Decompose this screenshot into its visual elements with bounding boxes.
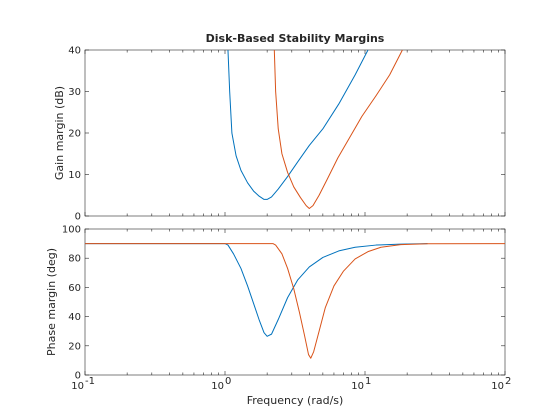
x-axis-label: Frequency (rad/s): [247, 394, 344, 407]
chart-title: Disk-Based Stability Margins: [206, 32, 385, 45]
gain-series-line-2: [273, 49, 403, 210]
phase-y-tick-label: 60: [68, 283, 81, 294]
phase-series: [85, 243, 506, 359]
phase-y-tick-label: 100: [62, 225, 81, 236]
x-tick-label: 10: [491, 381, 504, 392]
gain-margin-axes: 0 10 20 30 40 Disk-Based Stability Margins G…: [53, 32, 506, 223]
phase-y-tick-label: 0: [75, 371, 81, 382]
phase-plot-frame: [84, 228, 506, 376]
gain-plot-frame: [84, 49, 506, 217]
gain-y-tick-label: 0: [75, 212, 81, 223]
x-tick-label-exponent: -1: [85, 376, 95, 387]
x-tick-label: 10: [71, 381, 84, 392]
x-tick-label-exponent: 1: [365, 376, 371, 387]
phase-series-line-2: [85, 243, 506, 359]
x-tick-label-exponent: 0: [225, 376, 231, 387]
x-tick-label: 10: [351, 381, 364, 392]
x-tick-label: 10: [211, 381, 224, 392]
gain-y-axis-label: Gain margin (dB): [53, 86, 66, 180]
gain-y-tick-label: 40: [68, 46, 81, 57]
phase-y-tick-label: 80: [68, 254, 81, 265]
gain-ticks: 0 10 20 30 40: [68, 46, 506, 223]
gain-y-tick-label: 20: [68, 129, 81, 140]
gain-series-line-1: [227, 49, 369, 200]
gain-series: [227, 49, 403, 210]
phase-y-tick-label: 40: [68, 312, 81, 323]
gain-y-tick-label: 30: [68, 87, 81, 98]
gain-y-tick-label: 10: [68, 170, 81, 181]
phase-y-tick-label: 20: [68, 341, 81, 352]
phase-series-line-1: [85, 243, 428, 337]
x-tick-label-exponent: 2: [505, 376, 511, 387]
phase-y-axis-label: Phase margin (deg): [45, 248, 58, 356]
